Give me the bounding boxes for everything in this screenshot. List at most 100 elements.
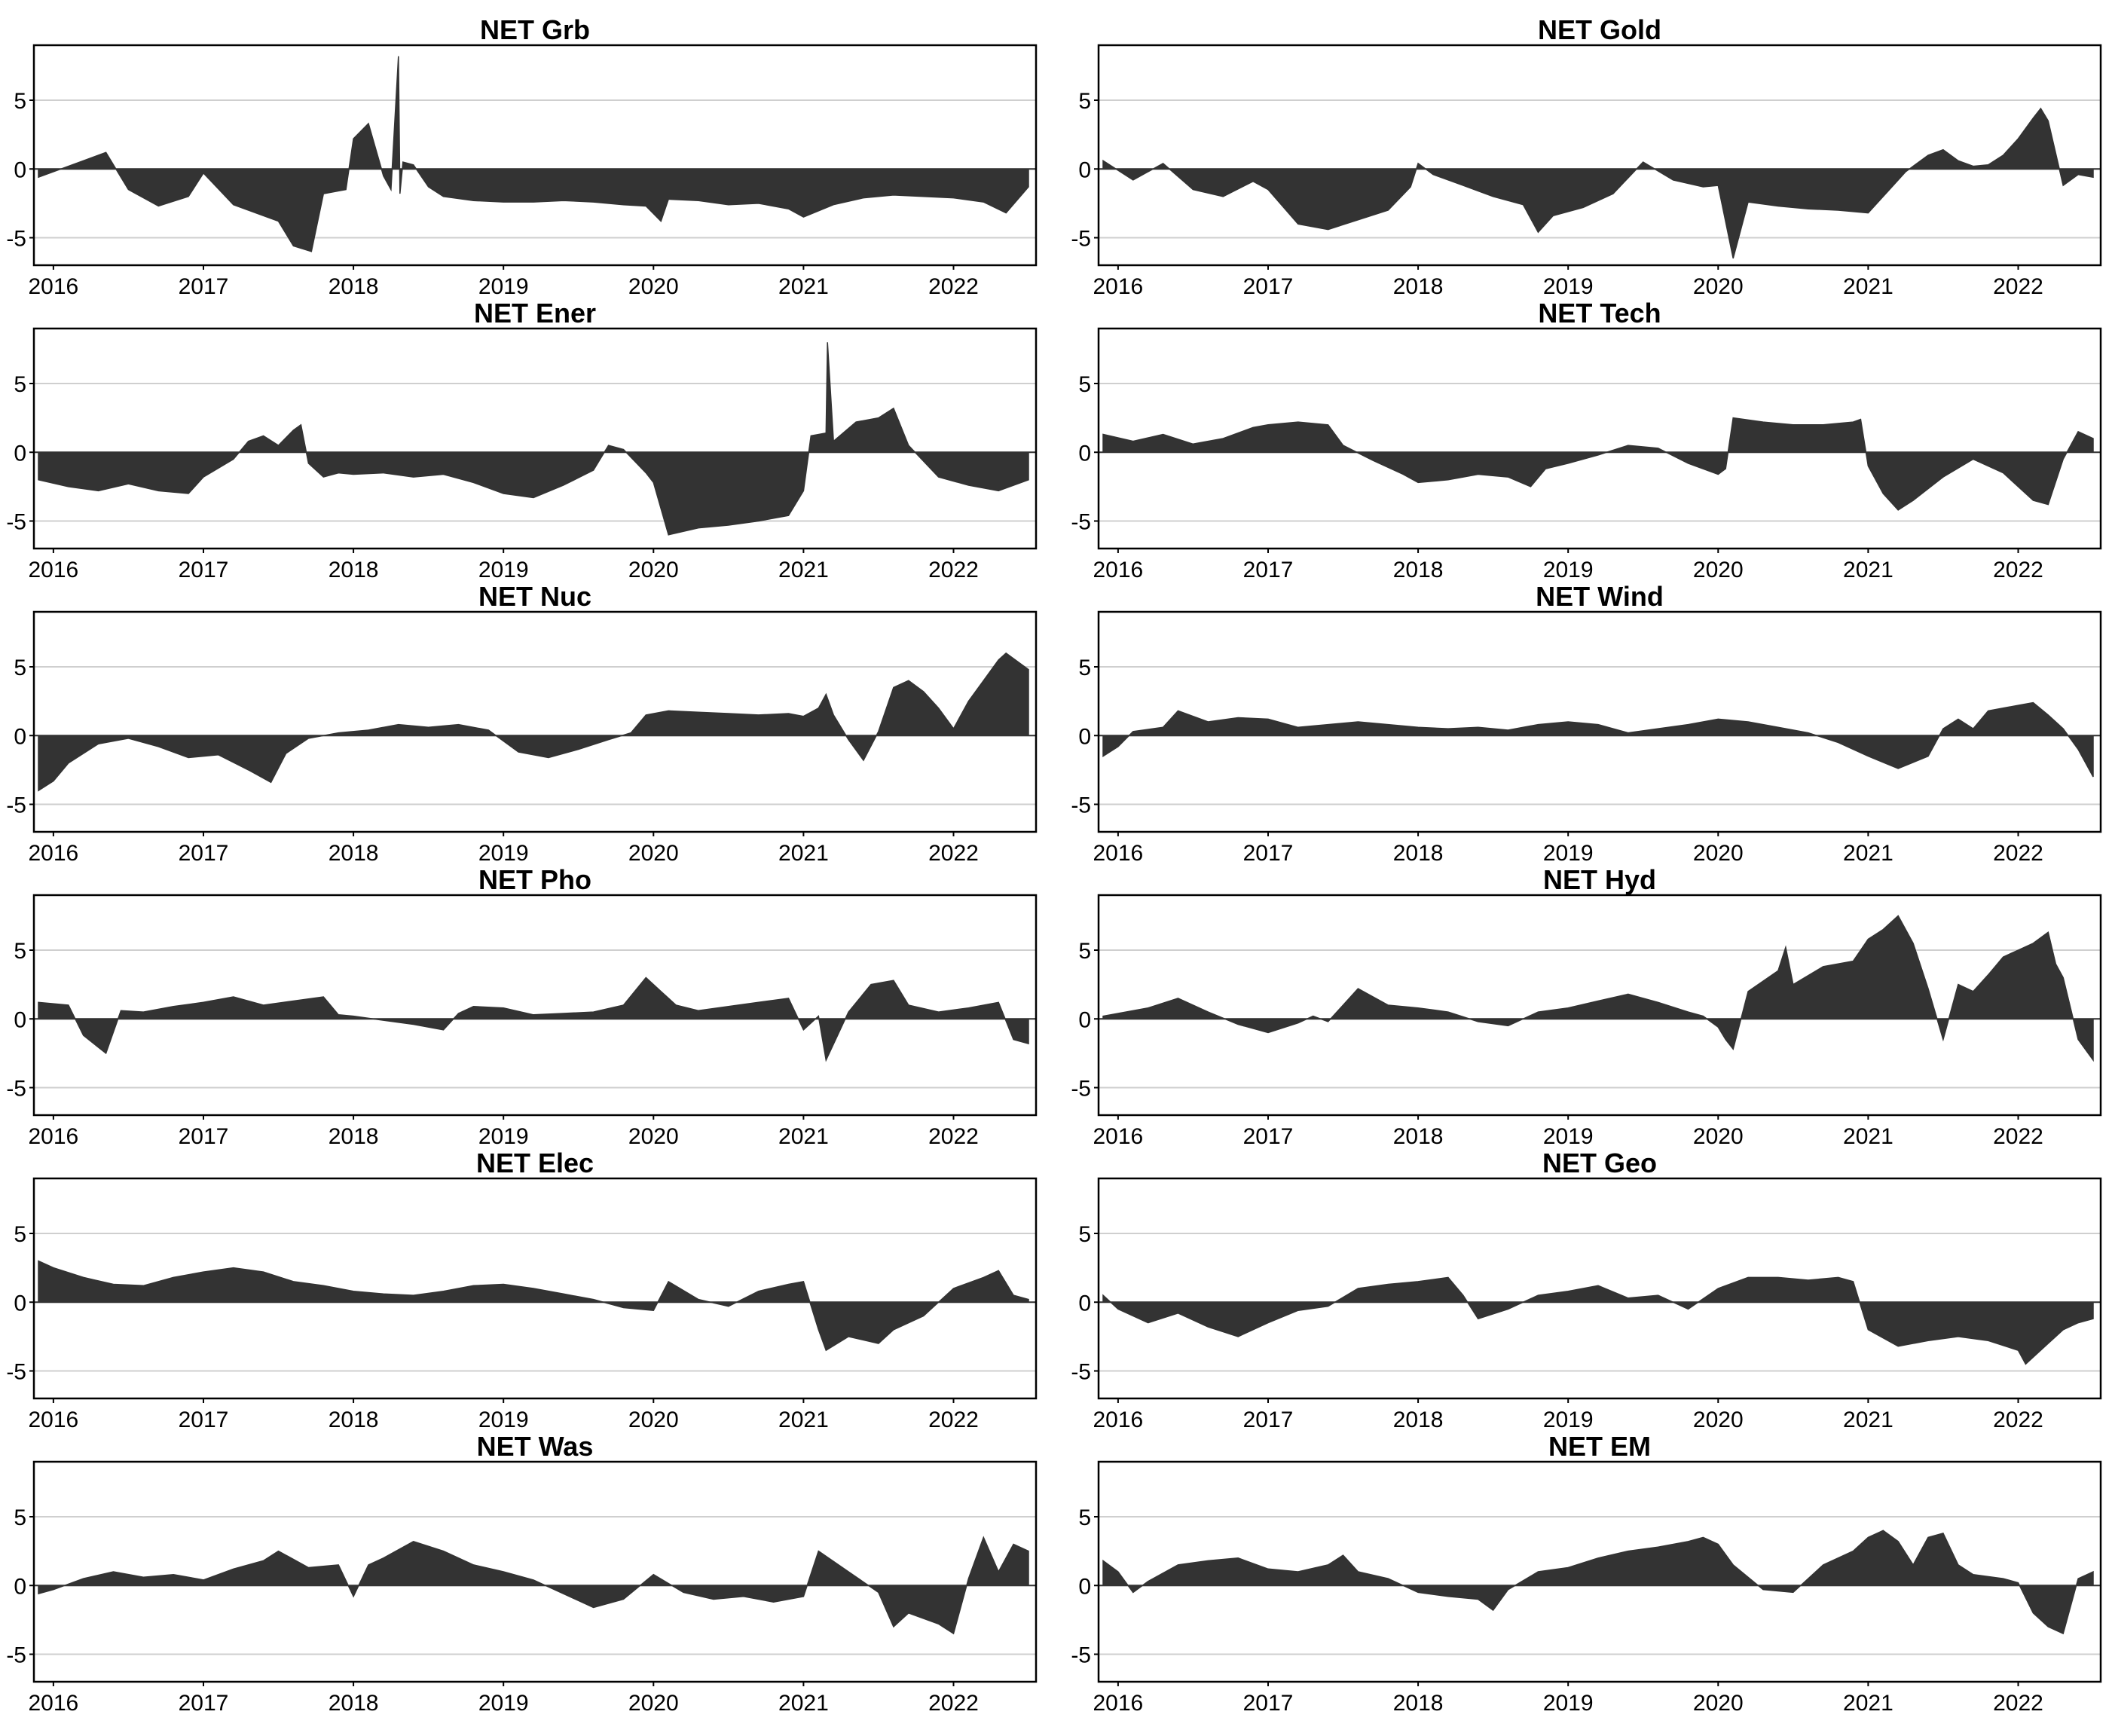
tick-label-x: 2016 bbox=[29, 1691, 79, 1716]
tick-label-y: 0 bbox=[14, 724, 26, 749]
chart-title: NET Hyd bbox=[1543, 864, 1656, 895]
tick-label-x: 2022 bbox=[1993, 558, 2043, 582]
chart-title: NET Ener bbox=[474, 298, 596, 329]
tick-label-x: 2021 bbox=[1843, 1691, 1893, 1716]
tick-label-x: 2019 bbox=[1543, 1407, 1594, 1432]
chart-net-em: NET EM -5 0 5 2016 2017 2018 2019 2020 2021 2022 bbox=[1071, 1431, 2102, 1716]
tick-label-y: 0 bbox=[1078, 157, 1091, 182]
tick-label-x: 2020 bbox=[1693, 558, 1744, 582]
chart-net-elec: NET Elec -5 0 5 2016 2017 2018 2019 2020 2021 2022 bbox=[6, 1148, 1038, 1432]
tick-label-x: 2017 bbox=[1243, 274, 1294, 299]
tick-label-x: 2019 bbox=[1543, 841, 1594, 866]
chart-net-nuc: NET Nuc -5 0 5 2016 2017 2018 2019 2020 2021 2022 bbox=[6, 581, 1038, 866]
tick-label-y: -5 bbox=[6, 227, 26, 252]
tick-label-x: 2018 bbox=[329, 274, 379, 299]
tick-label-x: 2022 bbox=[1993, 1124, 2043, 1149]
tick-label-x: 2021 bbox=[778, 1407, 829, 1432]
tick-label-x: 2020 bbox=[628, 1691, 679, 1716]
tick-label-y: 5 bbox=[14, 1505, 26, 1530]
tick-label-y: -5 bbox=[6, 510, 26, 535]
chart-title: NET Was bbox=[477, 1431, 594, 1462]
tick-label-y: 5 bbox=[1078, 89, 1091, 114]
tick-label-y: 5 bbox=[1078, 1505, 1091, 1530]
tick-label-y: -5 bbox=[6, 1077, 26, 1102]
tick-label-y: -5 bbox=[6, 1643, 26, 1668]
series-area bbox=[1102, 417, 2094, 511]
tick-label-x: 2021 bbox=[1843, 274, 1893, 299]
tick-label-x: 2019 bbox=[478, 558, 529, 582]
tick-label-y: 0 bbox=[1078, 1291, 1091, 1316]
tick-label-x: 2019 bbox=[1543, 274, 1594, 299]
plot-frame bbox=[32, 327, 1038, 550]
plot-frame bbox=[1097, 327, 2102, 550]
tick-label-x: 2018 bbox=[329, 558, 379, 582]
chart-title: NET EM bbox=[1548, 1431, 1651, 1462]
tick-label-y: 5 bbox=[1078, 939, 1091, 964]
tick-label-x: 2018 bbox=[329, 841, 379, 866]
chart-title: NET Geo bbox=[1542, 1148, 1657, 1178]
plot-frame bbox=[1097, 894, 2102, 1117]
chart-net-hyd: NET Hyd -5 0 5 2016 2017 2018 2019 2020 2021 2022 bbox=[1071, 864, 2102, 1149]
tick-label-x: 2021 bbox=[1843, 1407, 1893, 1432]
tick-label-x: 2017 bbox=[1243, 1407, 1294, 1432]
tick-label-x: 2020 bbox=[628, 274, 679, 299]
tick-label-x: 2020 bbox=[628, 1407, 679, 1432]
tick-label-x: 2018 bbox=[1393, 558, 1444, 582]
chart-net-grb: NET Grb -5 0 5 2016 2017 2018 2019 2020 2021 2022 bbox=[6, 14, 1038, 299]
tick-label-x: 2016 bbox=[1093, 1407, 1144, 1432]
tick-label-y: -5 bbox=[1071, 510, 1091, 535]
series-area bbox=[38, 652, 1029, 792]
chart-net-pho: NET Pho -5 0 5 2016 2017 2018 2019 2020 2021 2022 bbox=[6, 864, 1038, 1149]
chart-net-wind: NET Wind -5 0 5 2016 2017 2018 2019 2020 2021 2022 bbox=[1071, 581, 2102, 866]
tick-label-x: 2020 bbox=[1693, 1407, 1744, 1432]
chart-title: NET Grb bbox=[480, 14, 590, 45]
plot-frame bbox=[1097, 1177, 2102, 1400]
tick-label-x: 2019 bbox=[478, 1691, 529, 1716]
tick-label-y: 5 bbox=[14, 939, 26, 964]
tick-label-x: 2019 bbox=[1543, 558, 1594, 582]
tick-label-x: 2018 bbox=[1393, 841, 1444, 866]
chart-net-tech: NET Tech -5 0 5 2016 2017 2018 2019 2020 2021 2022 bbox=[1071, 298, 2102, 582]
tick-label-x: 2017 bbox=[179, 1691, 229, 1716]
tick-label-x: 2019 bbox=[478, 1124, 529, 1149]
series-area bbox=[1102, 1530, 2094, 1635]
tick-label-y: -5 bbox=[1071, 1360, 1091, 1385]
tick-label-x: 2021 bbox=[778, 1124, 829, 1149]
tick-label-x: 2022 bbox=[1993, 1407, 2043, 1432]
tick-label-x: 2021 bbox=[1843, 841, 1893, 866]
tick-label-x: 2016 bbox=[29, 274, 79, 299]
tick-label-x: 2019 bbox=[478, 274, 529, 299]
tick-label-x: 2020 bbox=[628, 841, 679, 866]
tick-label-x: 2021 bbox=[778, 274, 829, 299]
tick-label-x: 2018 bbox=[1393, 1691, 1444, 1716]
tick-label-y: 0 bbox=[14, 441, 26, 466]
series-area bbox=[1102, 701, 2094, 778]
tick-label-x: 2022 bbox=[1993, 274, 2043, 299]
tick-label-x: 2019 bbox=[1543, 1691, 1594, 1716]
tick-label-x: 2020 bbox=[1693, 841, 1744, 866]
chart-title: NET Tech bbox=[1538, 298, 1661, 329]
tick-label-x: 2016 bbox=[29, 1124, 79, 1149]
tick-label-x: 2016 bbox=[1093, 841, 1144, 866]
chart-net-geo: NET Geo -5 0 5 2016 2017 2018 2019 2020 2021 2022 bbox=[1071, 1148, 2102, 1432]
tick-label-y: -5 bbox=[1071, 1077, 1091, 1102]
tick-label-x: 2018 bbox=[1393, 274, 1444, 299]
tick-label-x: 2017 bbox=[179, 1124, 229, 1149]
tick-label-x: 2021 bbox=[778, 841, 829, 866]
tick-label-x: 2022 bbox=[1993, 841, 2043, 866]
tick-label-x: 2021 bbox=[1843, 558, 1893, 582]
tick-label-x: 2019 bbox=[478, 1407, 529, 1432]
tick-label-x: 2022 bbox=[928, 841, 979, 866]
chart-title: NET Wind bbox=[1536, 581, 1664, 612]
tick-label-y: -5 bbox=[1071, 227, 1091, 252]
tick-label-y: 0 bbox=[14, 1007, 26, 1032]
tick-label-y: -5 bbox=[1071, 1643, 1091, 1668]
tick-label-x: 2016 bbox=[1093, 1124, 1144, 1149]
tick-label-y: 5 bbox=[14, 89, 26, 114]
tick-label-x: 2016 bbox=[29, 558, 79, 582]
tick-label-x: 2016 bbox=[1093, 274, 1144, 299]
series-area bbox=[1102, 915, 2094, 1062]
tick-label-x: 2019 bbox=[478, 841, 529, 866]
